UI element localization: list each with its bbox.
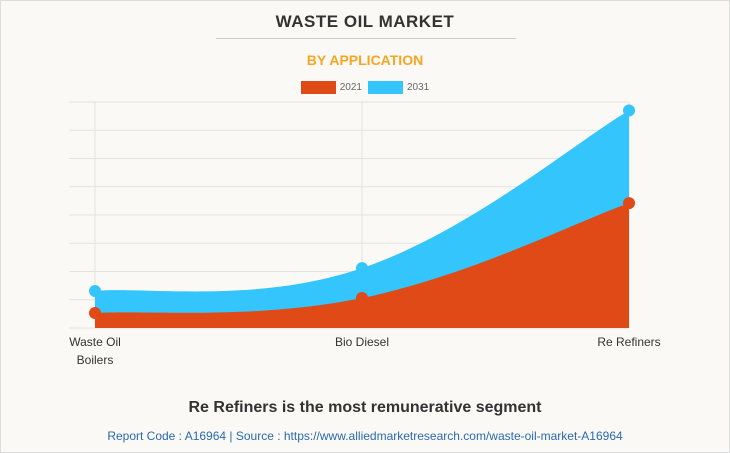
title-divider bbox=[216, 38, 516, 39]
x-tick-label: Bio Diesel bbox=[335, 335, 389, 349]
point-2031 bbox=[623, 104, 635, 117]
area-2021 bbox=[95, 203, 629, 328]
x-tick-label: Re Refiners bbox=[597, 335, 660, 349]
point-2021 bbox=[623, 197, 635, 210]
point-2031 bbox=[356, 262, 368, 275]
chart-title: WASTE OIL MARKET bbox=[275, 12, 455, 31]
legend-swatch-2021 bbox=[300, 81, 336, 94]
headline: Re Refiners is the most remunerative seg… bbox=[188, 399, 542, 416]
legend: 2021 2031 bbox=[1, 81, 729, 94]
x-tick-label: Waste Oil Boilers bbox=[69, 335, 121, 367]
chart-subtitle: BY APPLICATION bbox=[306, 52, 424, 68]
point-2021 bbox=[89, 307, 101, 320]
point-2031 bbox=[89, 284, 101, 297]
point-2021 bbox=[356, 292, 368, 305]
legend-item-2021[interactable]: 2021 bbox=[300, 81, 362, 94]
legend-swatch-2031 bbox=[368, 81, 403, 94]
source-line: Report Code : A16964 | Source : https://… bbox=[107, 429, 623, 443]
legend-item-2031[interactable]: 2031 bbox=[368, 81, 429, 94]
